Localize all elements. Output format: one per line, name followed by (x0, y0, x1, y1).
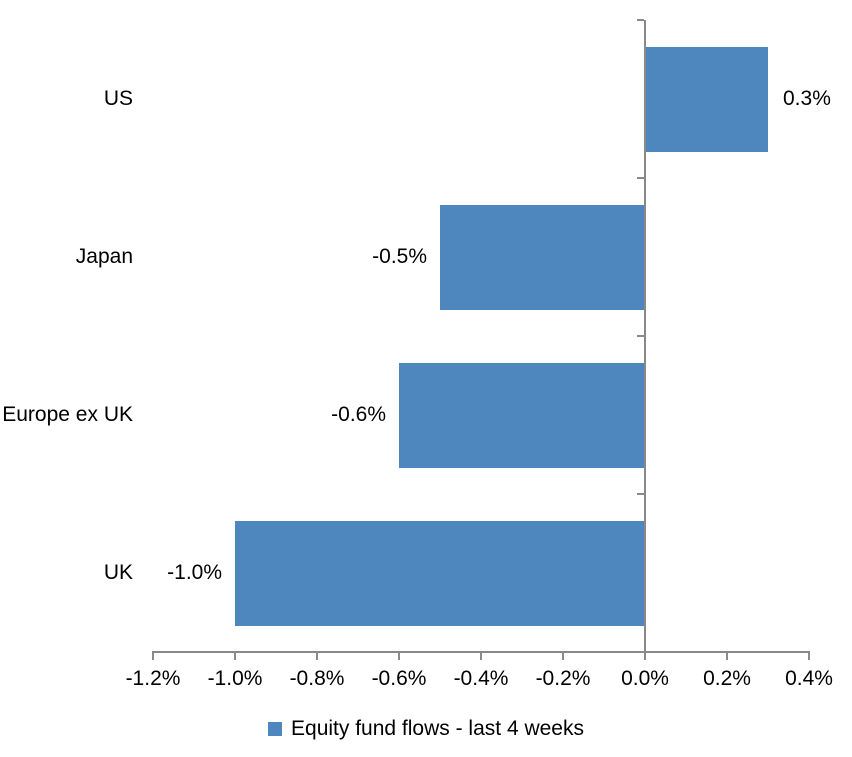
x-tick-label: 0.2% (703, 667, 751, 690)
value-axis-tick (152, 653, 154, 660)
value-axis-tick (562, 653, 564, 660)
x-tick-label: -0.8% (289, 667, 345, 690)
value-axis-tick (316, 653, 318, 660)
category-axis-tick (637, 19, 644, 21)
category-axis-line (644, 20, 646, 652)
bar-value-label: -0.6% (331, 403, 386, 426)
x-tick-label: 0.4% (785, 667, 833, 690)
value-axis-tick (644, 653, 646, 660)
bar (235, 521, 645, 626)
bar-value-label: -1.0% (167, 561, 222, 584)
value-axis-tick (726, 653, 728, 660)
legend-swatch-icon (268, 722, 283, 736)
value-axis-tick (480, 653, 482, 660)
value-axis-line (152, 651, 810, 653)
value-axis-tick (234, 653, 236, 660)
bar (440, 205, 645, 310)
category-label: Japan (75, 245, 133, 268)
legend: Equity fund flows - last 4 weeks (0, 712, 852, 746)
x-tick-label: -0.4% (453, 667, 509, 690)
category-axis-tick (637, 493, 644, 495)
value-axis-tick (398, 653, 400, 660)
bar-value-label: -0.5% (372, 245, 427, 268)
value-axis-tick (808, 653, 810, 660)
x-tick-label: -0.6% (371, 667, 427, 690)
legend-label: Equity fund flows - last 4 weeks (291, 717, 584, 740)
category-label: UK (103, 561, 133, 584)
bar-value-label: 0.3% (783, 87, 831, 110)
x-tick-label: 0.0% (621, 667, 669, 690)
bar (399, 363, 645, 468)
category-axis-tick (637, 177, 644, 179)
x-tick-label: -1.2% (125, 667, 181, 690)
x-tick-label: -1.0% (207, 667, 263, 690)
category-label: US (103, 87, 133, 110)
x-tick-label: -0.2% (535, 667, 591, 690)
category-label: Europe ex UK (2, 403, 133, 426)
category-axis-tick (637, 335, 644, 337)
bar (645, 47, 768, 152)
